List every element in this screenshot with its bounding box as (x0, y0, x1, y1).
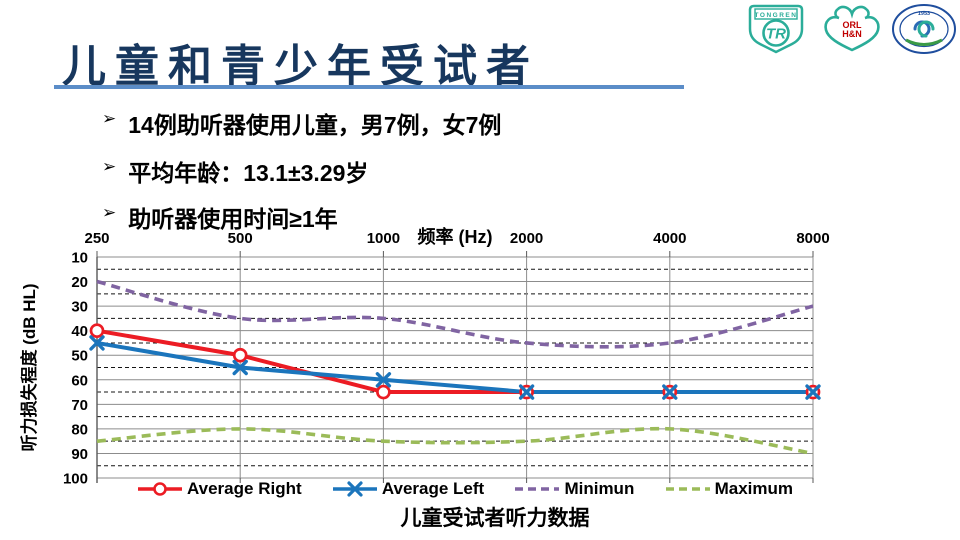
legend-marker-maximum (665, 481, 710, 497)
series-line-maximum (96, 426, 814, 456)
legend-label: Average Left (381, 479, 485, 498)
bullet-text-3: 助听器使用时间≥1年 (128, 206, 338, 232)
title-underline (54, 85, 684, 89)
slide-title: 儿童和青少年受试者 (62, 42, 539, 91)
bullet-item: ➢ 助听器使用时间≥1年 (102, 200, 338, 234)
hospital-seal-logo: 1953 (890, 2, 958, 61)
y-tick-label: 20 (71, 274, 88, 291)
hearing-chart: 10 20 30 40 50 60 70 80 90 100 250 500 1000 2000 4000 8… (15, 215, 845, 488)
x-tick-label: 2000 (510, 230, 543, 247)
marker-circle-average-right (232, 347, 248, 363)
x-axis-title: 频率 (Hz) (418, 226, 493, 247)
y-tick-label: 70 (71, 397, 88, 414)
series-line-minimun (96, 279, 814, 349)
bullet-text-2: 平均年龄：13.1±3.29岁 (128, 160, 369, 186)
legend-item-average-right: Average Right (138, 479, 302, 499)
legend-marker-average-left (332, 481, 377, 497)
y-tick-label: 100 (63, 471, 88, 488)
legend-item-average-left: Average Left (332, 479, 485, 499)
bullet-item: ➢ 14例助听器使用儿童，男7例，女7例 (102, 106, 501, 140)
orl-hn-emblem: ORL H&N (822, 2, 882, 59)
legend-label: Average Right (187, 479, 302, 498)
legend-label: Maximum (714, 479, 793, 498)
bullet-arrow-icon: ➢ (102, 109, 117, 128)
y-axis-title: 听力损失程度 (dB HL) (19, 283, 39, 451)
y-tick-label: 40 (71, 323, 88, 340)
legend-item-maximum: Maximum (665, 479, 793, 499)
marker-circle-average-right (89, 323, 105, 339)
y-tick-label: 90 (71, 446, 88, 463)
x-tick-label: 8000 (796, 230, 829, 247)
tongren-hospital-logo: TONGREN TR (738, 2, 814, 61)
series-line-average-left (96, 340, 813, 395)
marker-x-average-left (375, 372, 392, 388)
bullet-item: ➢ 平均年龄：13.1±3.29岁 (102, 154, 368, 188)
logo-strip: TONGREN TR ORL H&N 1953 (738, 2, 958, 61)
legend-item-minimun: Minimun (515, 479, 634, 499)
marker-x-average-left (232, 359, 248, 376)
bullet-arrow-icon: ➢ (102, 157, 117, 176)
tongren-banner-text: TONGREN (755, 12, 798, 19)
seal-green-arc (905, 38, 943, 46)
marker-x-average-left (662, 384, 678, 400)
legend-marker-minimun (515, 481, 560, 497)
x-tick-label: 500 (228, 230, 253, 247)
orl-text-line1: ORL (843, 20, 863, 30)
orl-text-line2: H&N (842, 29, 862, 39)
bullet-text-1: 14例助听器使用儿童，男7例，女7例 (128, 112, 502, 138)
bullet-arrow-icon: ➢ (102, 203, 117, 222)
orl-heart-shape (824, 5, 880, 52)
chart-caption: 儿童受试者听力数据 (400, 507, 590, 530)
chart-legend: Average Right Average Left Minimun Maxim… (138, 477, 793, 501)
x-tick-label: 250 (84, 230, 109, 247)
y-tick-label: 50 (71, 348, 88, 365)
marker-x-average-left (518, 384, 535, 400)
y-tick-label: 30 (71, 299, 88, 316)
y-tick-label: 60 (71, 372, 88, 389)
legend-marker-average-right (138, 481, 182, 497)
x-tick-label: 1000 (367, 230, 400, 247)
hearing-chart-plot: 10 20 30 40 50 60 70 80 90 100 250 500 1000 2000 4000 8… (19, 226, 830, 488)
y-tick-label: 10 (71, 250, 88, 267)
marker-x-average-left (89, 335, 105, 351)
x-tick-label: 4000 (653, 230, 686, 247)
seal-knot-right (917, 20, 935, 38)
y-tick-label: 80 (71, 421, 88, 438)
tongren-monogram: TR (766, 26, 786, 43)
seal-year: 1953 (918, 11, 930, 17)
marker-circle-average-right (376, 384, 391, 400)
marker-x-average-left (805, 384, 821, 400)
legend-label: Minimun (564, 479, 635, 498)
